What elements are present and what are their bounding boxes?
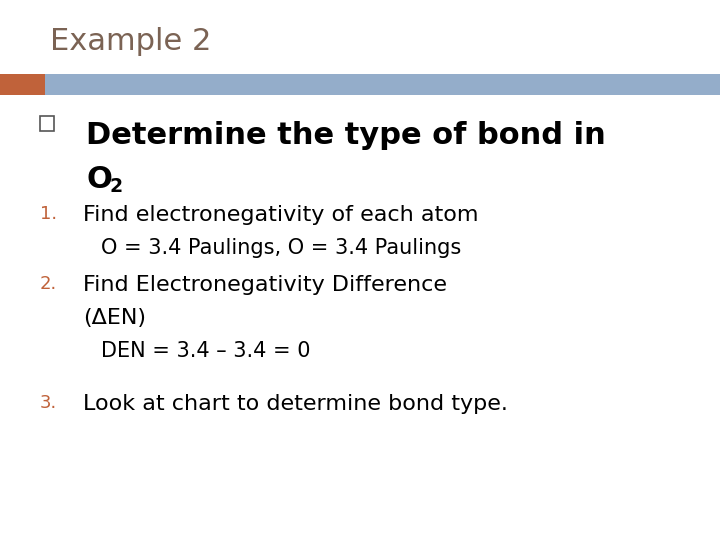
Text: (ΔEN): (ΔEN)	[83, 308, 145, 328]
Text: 3.: 3.	[40, 394, 57, 412]
Text: DEN = 3.4 – 3.4 = 0: DEN = 3.4 – 3.4 = 0	[101, 341, 310, 361]
Text: 2: 2	[109, 177, 122, 195]
Bar	[0, 74, 45, 94]
Text: O = 3.4 Paulings, O = 3.4 Paulings: O = 3.4 Paulings, O = 3.4 Paulings	[101, 238, 461, 258]
Text: 1.: 1.	[40, 205, 57, 223]
Text: Find electronegativity of each atom: Find electronegativity of each atom	[83, 205, 478, 225]
Bar	[45, 74, 720, 94]
Text: Example 2: Example 2	[50, 27, 212, 56]
Text: Look at chart to determine bond type.: Look at chart to determine bond type.	[83, 394, 508, 414]
Text: 2.: 2.	[40, 275, 57, 293]
Text: O: O	[86, 165, 112, 194]
Text: Find Electronegativity Difference: Find Electronegativity Difference	[83, 275, 447, 295]
Bar	[40, 116, 54, 131]
Text: Determine the type of bond in: Determine the type of bond in	[86, 122, 606, 151]
